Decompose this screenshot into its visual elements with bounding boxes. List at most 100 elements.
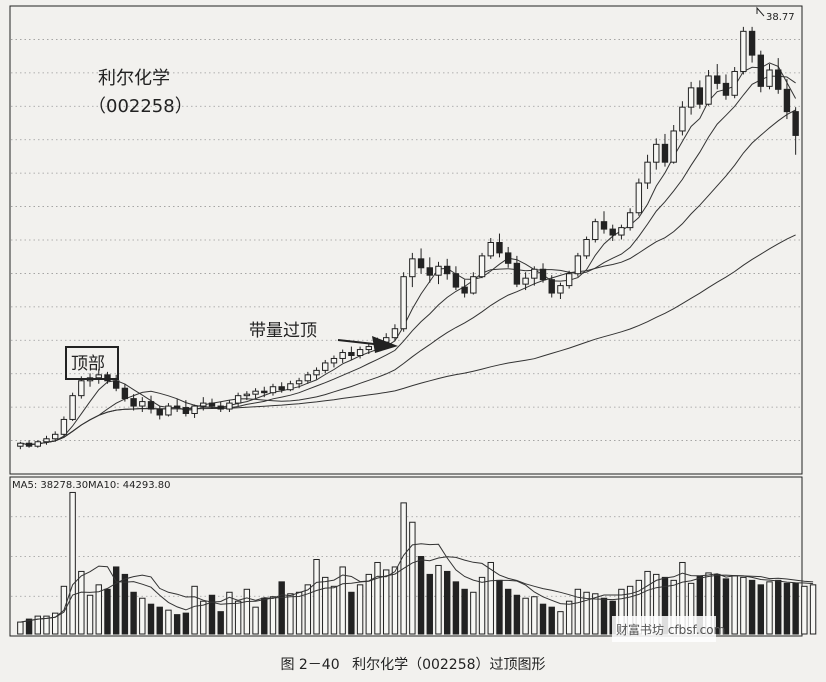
candle [330, 355, 338, 368]
stock-name-label: 利尔化学 [98, 68, 170, 89]
candle-body-up [165, 405, 172, 416]
volume-bar [200, 600, 207, 635]
candle [208, 398, 216, 410]
breakout-arrow [337, 336, 398, 353]
candle [679, 101, 686, 136]
candle-body-up [243, 393, 251, 397]
volume-bar [69, 491, 76, 635]
volume-bar [156, 606, 163, 635]
peak-price-leader [756, 6, 765, 17]
figure-number: 图 2－40 [280, 657, 340, 673]
figure-title: 利尔化学（002258）过顶图形 [352, 657, 546, 673]
volume-bar [313, 559, 320, 635]
candle-body-up [234, 395, 242, 404]
volume-bar [417, 556, 425, 635]
candle [653, 138, 660, 170]
volume-bar [173, 614, 181, 635]
candle-body-down [496, 241, 503, 254]
candle [217, 401, 224, 413]
candle [574, 252, 582, 277]
volume-bar [226, 591, 233, 635]
candle-body-up [330, 357, 338, 364]
candle-body-up [78, 380, 85, 397]
volume-bar [748, 579, 756, 635]
candle-body-down [208, 402, 216, 407]
breakout-annotation: 带量过顶 [249, 321, 317, 341]
candle [548, 275, 555, 298]
candle-body-down [182, 407, 190, 414]
candle-body-up [191, 405, 198, 414]
candle-body-up [400, 276, 407, 330]
stock-chart: 利尔化学 （002258） 顶部 带量过顶 38.77 MA5: 38278.3… [9, 5, 817, 642]
candle [722, 74, 730, 100]
candle-body-up [295, 380, 303, 385]
candle [78, 376, 85, 399]
top-label-box [65, 346, 119, 380]
candle-body-up [60, 418, 68, 435]
candle [635, 178, 643, 216]
candle-body-up [17, 442, 24, 447]
candle [243, 391, 251, 401]
ma-line-10 [20, 75, 796, 446]
candle-body-down [548, 279, 555, 294]
candle [165, 403, 172, 417]
volume-bar [269, 596, 277, 635]
candle [295, 377, 303, 389]
candle-body-up [339, 352, 346, 359]
volume-bar [208, 594, 216, 635]
candle-body-up [69, 395, 76, 420]
candle-body-down [504, 252, 512, 264]
candle [17, 441, 24, 450]
candle-body-up [705, 75, 712, 105]
candle [261, 386, 268, 398]
candle [269, 383, 277, 396]
candle-body-up [356, 349, 364, 356]
candle [435, 261, 442, 285]
volume-bar [487, 561, 494, 635]
volume-bar [278, 581, 285, 635]
candle-body-down [173, 405, 181, 409]
candle [365, 343, 373, 355]
candle-body-down [104, 374, 111, 382]
candle-body-down [348, 352, 355, 356]
candle-body-up [679, 106, 686, 132]
candle-body-down [147, 401, 155, 410]
volume-bar [243, 588, 251, 635]
candle [565, 270, 573, 289]
candle-body-up [200, 402, 207, 407]
volume-bar [330, 585, 338, 635]
candle [504, 246, 512, 268]
candle [173, 398, 181, 413]
volume-panel-border [9, 476, 803, 637]
candle [121, 383, 129, 402]
candle [600, 211, 608, 234]
volume-bar [165, 609, 172, 635]
candle-body-up [95, 374, 102, 379]
volume-bar [182, 612, 190, 635]
candle-body-up [287, 383, 294, 391]
volume-bar [17, 621, 24, 635]
candle-body-up [226, 402, 233, 410]
volume-bar [383, 569, 390, 635]
volume-bar [565, 600, 573, 635]
candle-body-up [653, 143, 660, 163]
candle [400, 272, 407, 332]
candle [705, 69, 712, 106]
volume-bar [78, 570, 85, 635]
candle-body-up [531, 268, 538, 279]
volume-bar [557, 611, 564, 635]
candle [740, 26, 747, 75]
candle-body-up [51, 433, 59, 440]
candle [478, 252, 486, 279]
candle [130, 394, 137, 411]
candle [583, 236, 590, 259]
volume-bar [304, 584, 312, 635]
ma-line-60 [20, 234, 796, 446]
candle [409, 252, 416, 288]
volume-bar [435, 564, 442, 635]
candle-body-up [687, 87, 695, 108]
candle [661, 133, 669, 167]
candle-body-up [470, 276, 477, 294]
candle-body-down [539, 268, 547, 281]
watermark: 财富书坊 cfbsf.com [612, 616, 725, 642]
